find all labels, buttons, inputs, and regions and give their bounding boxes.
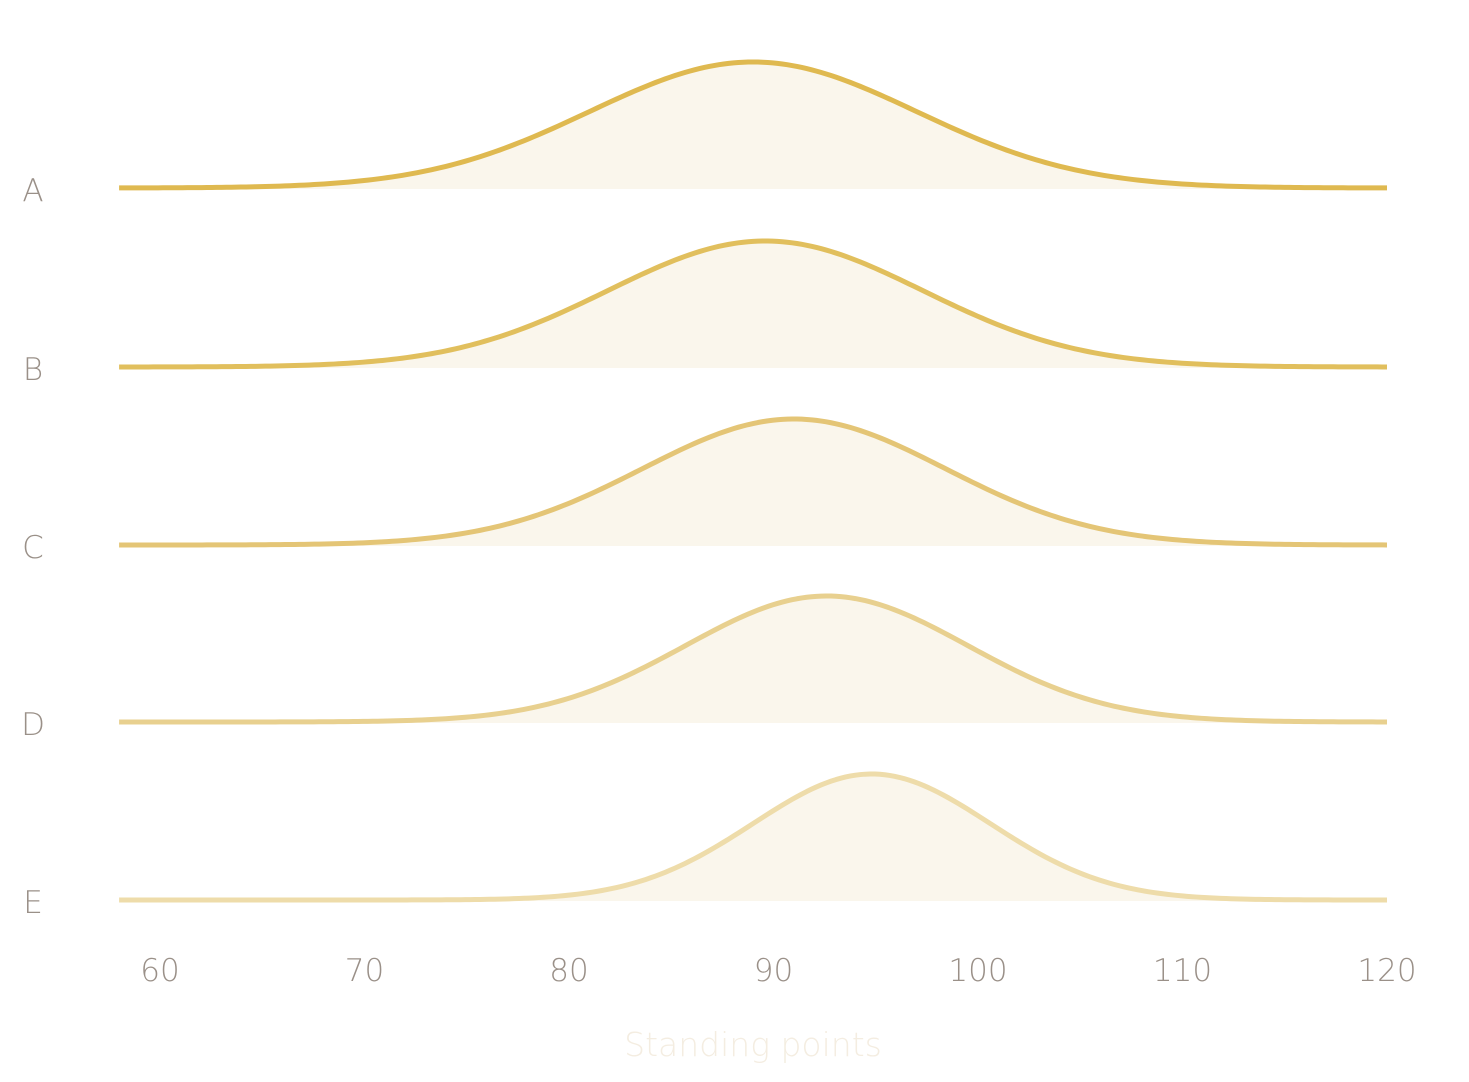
ridge-area-a [119, 62, 1388, 189]
x-tick-label: 70 [345, 953, 384, 989]
ridge-area-e [119, 774, 1388, 901]
x-tick-label: 80 [549, 953, 588, 989]
category-label-a: A [22, 173, 43, 209]
x-axis-ticks: 60 70 80 90 100 110 120 [140, 953, 1416, 989]
category-label-e: E [23, 885, 43, 921]
ridge-line-d [119, 593, 1387, 725]
ridge-line-b [119, 238, 1388, 370]
ridge-line-a [119, 59, 1388, 191]
x-tick-label: 110 [1153, 953, 1212, 989]
category-labels: A B C D E [21, 173, 45, 921]
category-label-b: B [23, 352, 43, 388]
x-tick-label: 120 [1357, 953, 1416, 989]
ridge-area-b [119, 241, 1388, 368]
ridge-line-e [119, 771, 1387, 903]
category-label-c: C [22, 530, 44, 566]
ridge-area-c [119, 419, 1388, 546]
ridge-area-d [119, 596, 1388, 723]
x-tick-label: 60 [140, 953, 179, 989]
ridge-line-c [119, 416, 1388, 548]
category-label-d: D [21, 707, 45, 743]
x-tick-label: 90 [754, 953, 793, 989]
ridges-group [119, 59, 1388, 903]
x-tick-label: 100 [948, 953, 1007, 989]
x-axis-title: Standing points [624, 1025, 882, 1064]
